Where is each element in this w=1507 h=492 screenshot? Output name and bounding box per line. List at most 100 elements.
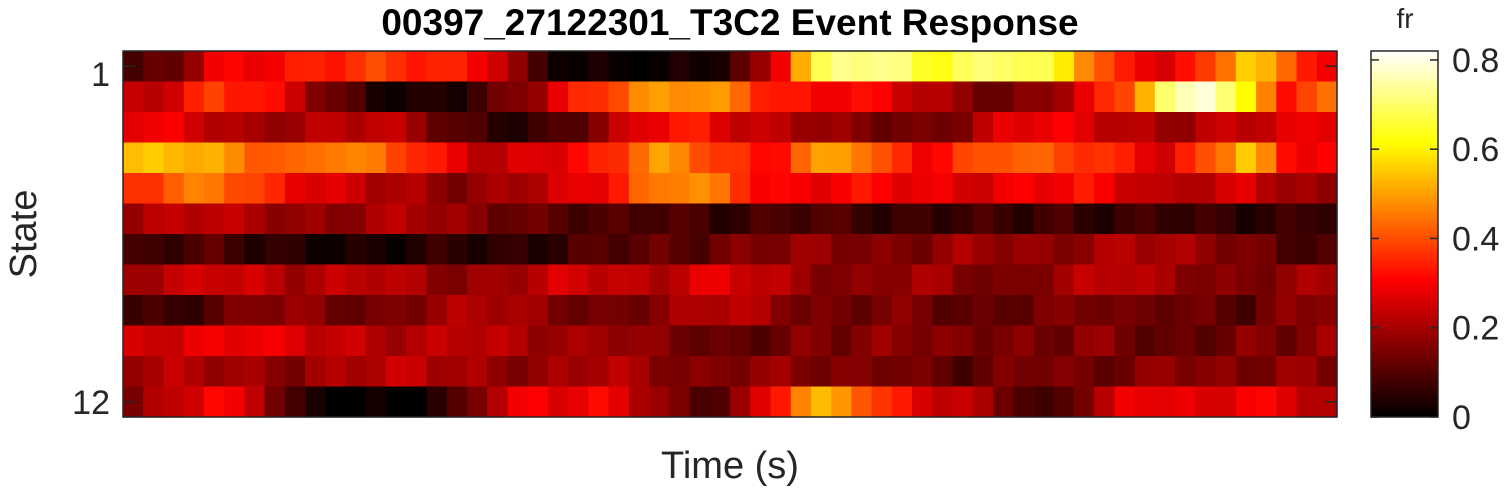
heatmap-cell <box>1175 325 1196 357</box>
heatmap-cell <box>649 325 670 357</box>
heatmap-cell <box>568 356 589 388</box>
heatmap-cell <box>790 234 812 266</box>
heatmap-cell <box>1154 386 1176 418</box>
heatmap-cell <box>224 51 245 83</box>
heatmap-cell <box>123 142 144 174</box>
heatmap-cell <box>1154 203 1176 235</box>
heatmap-cell <box>831 51 852 83</box>
heatmap-cell <box>1276 356 1298 388</box>
heatmap-cell <box>1175 386 1196 418</box>
heatmap-cell <box>810 234 832 266</box>
heatmap-cell <box>1114 295 1136 327</box>
heatmap-cell <box>709 234 731 266</box>
heatmap-cell <box>345 112 367 144</box>
heatmap-cell <box>1316 81 1338 113</box>
heatmap-cell <box>932 264 954 296</box>
heatmap-cell <box>1316 356 1338 388</box>
heatmap-cell <box>608 112 630 144</box>
heatmap-cell <box>1256 264 1277 296</box>
heatmap-cell <box>264 51 286 83</box>
heatmap-cell <box>649 142 670 174</box>
heatmap-cell <box>871 264 893 296</box>
heatmap-cell <box>932 112 954 144</box>
heatmap-cell <box>891 295 913 327</box>
heatmap-cell <box>365 51 387 83</box>
heatmap-cell <box>244 325 266 357</box>
heatmap-cell <box>608 234 630 266</box>
heatmap-cell <box>568 386 589 418</box>
heatmap-cell <box>1175 234 1196 266</box>
heatmap-cell <box>365 112 387 144</box>
heatmap-cell <box>851 386 873 418</box>
heatmap-cell <box>203 51 225 83</box>
heatmap-cell <box>649 51 670 83</box>
heatmap-cell <box>325 81 347 113</box>
heatmap-cell <box>1073 386 1095 418</box>
heatmap-cell <box>264 234 286 266</box>
heatmap-cell <box>284 234 306 266</box>
heatmap-cell <box>730 173 751 205</box>
heatmap-cell <box>891 386 913 418</box>
heatmap-cell <box>1154 356 1176 388</box>
heatmap-cell <box>1013 142 1035 174</box>
heatmap-cell <box>365 234 387 266</box>
heatmap-cell <box>669 81 691 113</box>
heatmap-cell <box>345 234 367 266</box>
heatmap-cell <box>871 203 893 235</box>
heatmap-cell <box>224 173 245 205</box>
heatmap-cell <box>932 356 954 388</box>
heatmap-cell <box>770 264 792 296</box>
heatmap-cell <box>750 264 772 296</box>
heatmap-cell <box>487 142 509 174</box>
heatmap-cell <box>649 386 670 418</box>
heatmap-cell <box>1154 234 1176 266</box>
colorbar-title: fr <box>1396 3 1413 34</box>
heatmap-cell <box>851 264 873 296</box>
heatmap-cell <box>224 112 245 144</box>
heatmap-cell <box>1154 81 1176 113</box>
heatmap-cell <box>1235 142 1257 174</box>
heatmap-cell <box>649 81 670 113</box>
heatmap-cell <box>446 234 468 266</box>
heatmap-cell <box>365 173 387 205</box>
heatmap-cell <box>709 264 731 296</box>
heatmap-cell <box>669 51 691 83</box>
colorbar-tick-label: 0.8 <box>1452 42 1499 80</box>
heatmap-cell <box>1134 51 1156 83</box>
heatmap-cell <box>1154 295 1176 327</box>
heatmap-cell <box>588 234 610 266</box>
heatmap-cell <box>669 142 691 174</box>
heatmap-cell <box>446 142 468 174</box>
heatmap-cell <box>244 234 266 266</box>
heatmap-cell <box>1256 234 1277 266</box>
heatmap-cell <box>244 112 266 144</box>
heatmap-cell <box>305 112 326 144</box>
heatmap-cell <box>284 81 306 113</box>
heatmap-cell <box>345 51 367 83</box>
heatmap-cell <box>810 356 832 388</box>
heatmap-cell <box>993 295 1014 327</box>
heatmap-cell <box>831 234 852 266</box>
heatmap-cell <box>1094 112 1116 144</box>
heatmap-cell <box>143 356 165 388</box>
heatmap-cell <box>264 173 286 205</box>
heatmap-cell <box>1053 295 1075 327</box>
colorbar-tick-label: 0.2 <box>1452 310 1499 348</box>
heatmap-cell <box>446 203 468 235</box>
heatmap-cell <box>1296 173 1318 205</box>
heatmap-cell <box>345 173 367 205</box>
heatmap-cell <box>466 203 488 235</box>
heatmap-cell <box>912 112 933 144</box>
heatmap-cell <box>284 51 306 83</box>
heatmap-cell <box>527 386 549 418</box>
heatmap-cell <box>143 264 165 296</box>
y-axis-label: State <box>3 190 45 279</box>
heatmap-cell <box>507 264 529 296</box>
heatmap-cell <box>851 142 873 174</box>
heatmap-cell <box>871 142 893 174</box>
heatmap-cell <box>689 142 711 174</box>
heatmap-cell <box>993 356 1014 388</box>
heatmap-cell <box>588 325 610 357</box>
heatmap-cell <box>1215 112 1237 144</box>
heatmap-cell <box>305 142 326 174</box>
